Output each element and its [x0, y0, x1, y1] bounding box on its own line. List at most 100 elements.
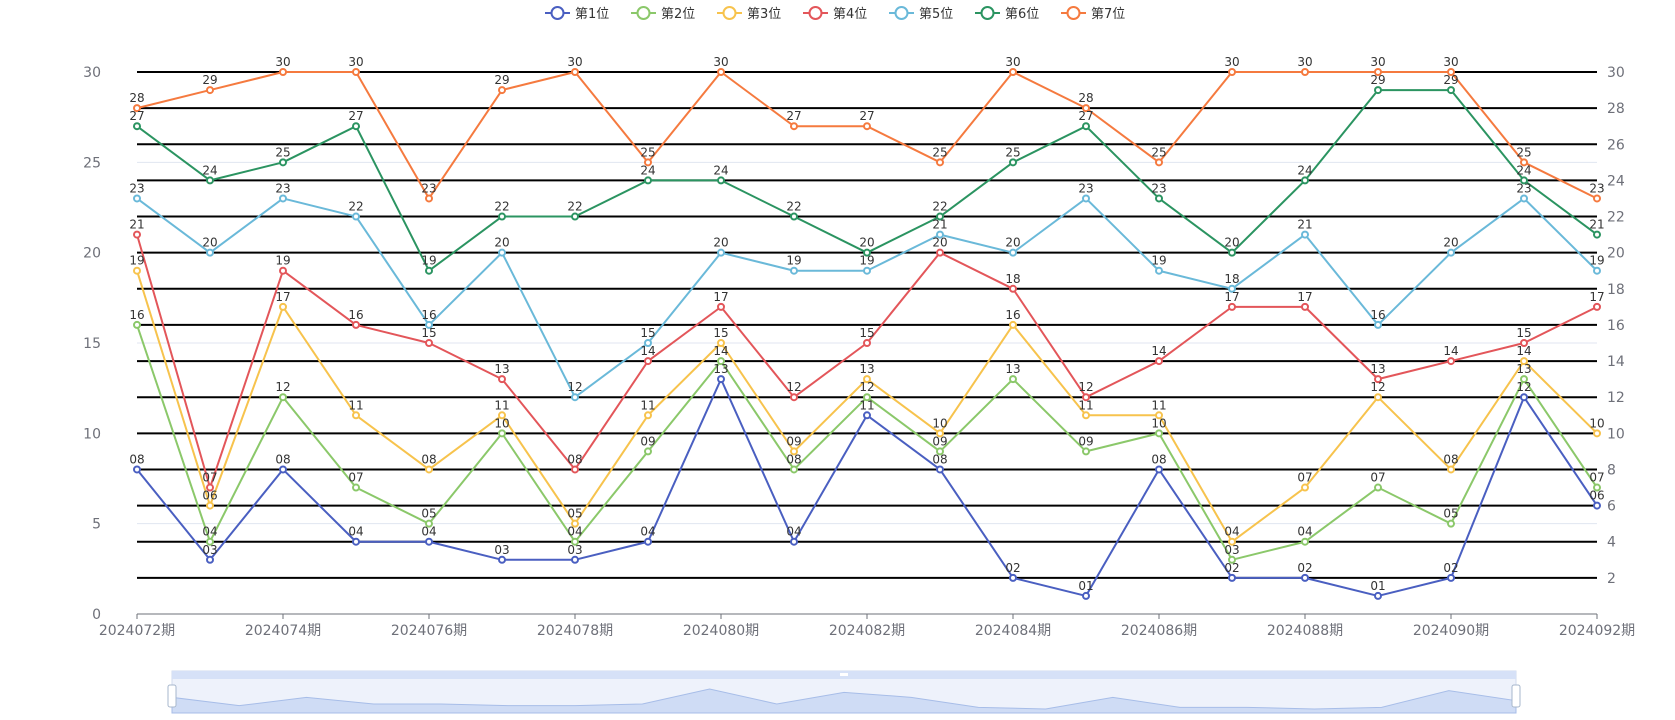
data-point: [936, 230, 944, 239]
data-label: 24: [1297, 163, 1312, 177]
data-point: [1593, 266, 1601, 275]
data-label: 29: [494, 73, 509, 87]
data-label: 30: [1005, 55, 1020, 69]
data-point: [790, 393, 798, 402]
data-point: [1155, 465, 1163, 474]
data-label: 21: [129, 218, 144, 232]
legend-item-7[interactable]: 第7位: [1061, 6, 1125, 22]
x-tick-label: 2024082期: [829, 623, 905, 639]
data-point: [717, 248, 725, 257]
data-point: [1009, 158, 1017, 167]
data-label: 30: [1443, 55, 1458, 69]
data-point: [1374, 375, 1382, 384]
data-point: [352, 537, 360, 546]
data-label: 25: [1005, 145, 1020, 159]
data-point: [425, 465, 433, 474]
data-label: 17: [1224, 290, 1239, 304]
data-label: 15: [640, 326, 655, 340]
data-point: [1155, 411, 1163, 420]
data-label: 21: [1589, 218, 1604, 232]
data-label: 03: [202, 543, 217, 557]
y-left-tick-label: 20: [83, 246, 101, 262]
zoom-handle-left[interactable]: [167, 684, 177, 708]
data-point: [1082, 104, 1090, 113]
data-point: [425, 266, 433, 275]
data-point: [206, 555, 214, 564]
data-point: [936, 158, 944, 167]
data-point: [133, 122, 141, 131]
y-right-tick-label: 24: [1607, 173, 1625, 189]
y-right-tick-label: 6: [1607, 499, 1616, 515]
data-label: 07: [1589, 471, 1604, 485]
data-point: [1228, 537, 1236, 546]
data-zoom-slider[interactable]: [167, 670, 1521, 714]
legend-item-6[interactable]: 第6位: [975, 6, 1039, 22]
data-label: 15: [1516, 326, 1531, 340]
data-point: [790, 212, 798, 221]
legend-item-2[interactable]: 第2位: [631, 6, 695, 22]
data-label: 12: [567, 380, 582, 394]
legend-item-4[interactable]: 第4位: [803, 6, 867, 22]
data-point: [279, 266, 287, 275]
data-point: [790, 465, 798, 474]
y-left-tick-label: 10: [83, 426, 101, 442]
data-point: [1447, 86, 1455, 95]
data-point: [133, 194, 141, 203]
data-point: [790, 122, 798, 131]
data-label: 14: [1516, 344, 1531, 358]
data-label: 11: [1151, 398, 1166, 412]
data-label: 23: [275, 181, 290, 195]
data-point: [1228, 555, 1236, 564]
data-point: [863, 411, 871, 420]
series-layer: [133, 68, 1601, 600]
data-label: 13: [1516, 362, 1531, 376]
zoom-handle-right[interactable]: [1511, 684, 1521, 708]
zoom-move-handle[interactable]: [840, 673, 848, 676]
data-point: [1520, 194, 1528, 203]
data-label: 07: [202, 471, 217, 485]
data-label: 15: [713, 326, 728, 340]
data-label: 08: [421, 452, 436, 466]
legend-label: 第1位: [575, 7, 609, 22]
legend-label: 第5位: [919, 7, 953, 22]
x-tick-label: 2024088期: [1267, 623, 1343, 639]
legend-label: 第6位: [1005, 7, 1039, 22]
data-point: [1228, 302, 1236, 311]
data-label: 22: [932, 200, 947, 214]
data-point: [498, 375, 506, 384]
axis-layer: 0510152025302468101214161820222426283020…: [83, 65, 1635, 639]
data-label: 20: [494, 236, 509, 250]
data-label: 04: [202, 525, 217, 539]
data-label: 19: [129, 254, 144, 268]
data-label: 11: [494, 398, 509, 412]
data-point: [206, 176, 214, 185]
data-label: 24: [1516, 163, 1531, 177]
data-point: [717, 339, 725, 347]
y-right-tick-label: 2: [1607, 571, 1616, 587]
data-label: 04: [640, 525, 655, 539]
data-point: [1009, 284, 1017, 293]
legend-item-1[interactable]: 第1位: [545, 6, 609, 22]
data-label: 30: [713, 55, 728, 69]
data-point: [1593, 302, 1601, 311]
legend-item-3[interactable]: 第3位: [717, 6, 781, 22]
data-point: [1009, 248, 1017, 257]
data-label: 20: [1443, 236, 1458, 250]
data-point: [571, 68, 579, 76]
data-label: 20: [1224, 236, 1239, 250]
data-label: 04: [1224, 525, 1239, 539]
data-label: 01: [1078, 579, 1093, 593]
legend-marker: [808, 6, 823, 20]
data-point: [863, 248, 871, 257]
y-right-tick-label: 20: [1607, 246, 1625, 262]
y-right-tick-label: 30: [1607, 65, 1625, 81]
data-point: [1082, 591, 1090, 600]
data-point: [1009, 573, 1017, 582]
data-label: 08: [275, 452, 290, 466]
data-label: 29: [1443, 73, 1458, 87]
x-tick-label: 2024090期: [1413, 623, 1489, 639]
data-label: 23: [129, 181, 144, 195]
legend-item-5[interactable]: 第5位: [889, 6, 953, 22]
data-label: 22: [348, 200, 363, 214]
data-label: 14: [1443, 344, 1458, 358]
